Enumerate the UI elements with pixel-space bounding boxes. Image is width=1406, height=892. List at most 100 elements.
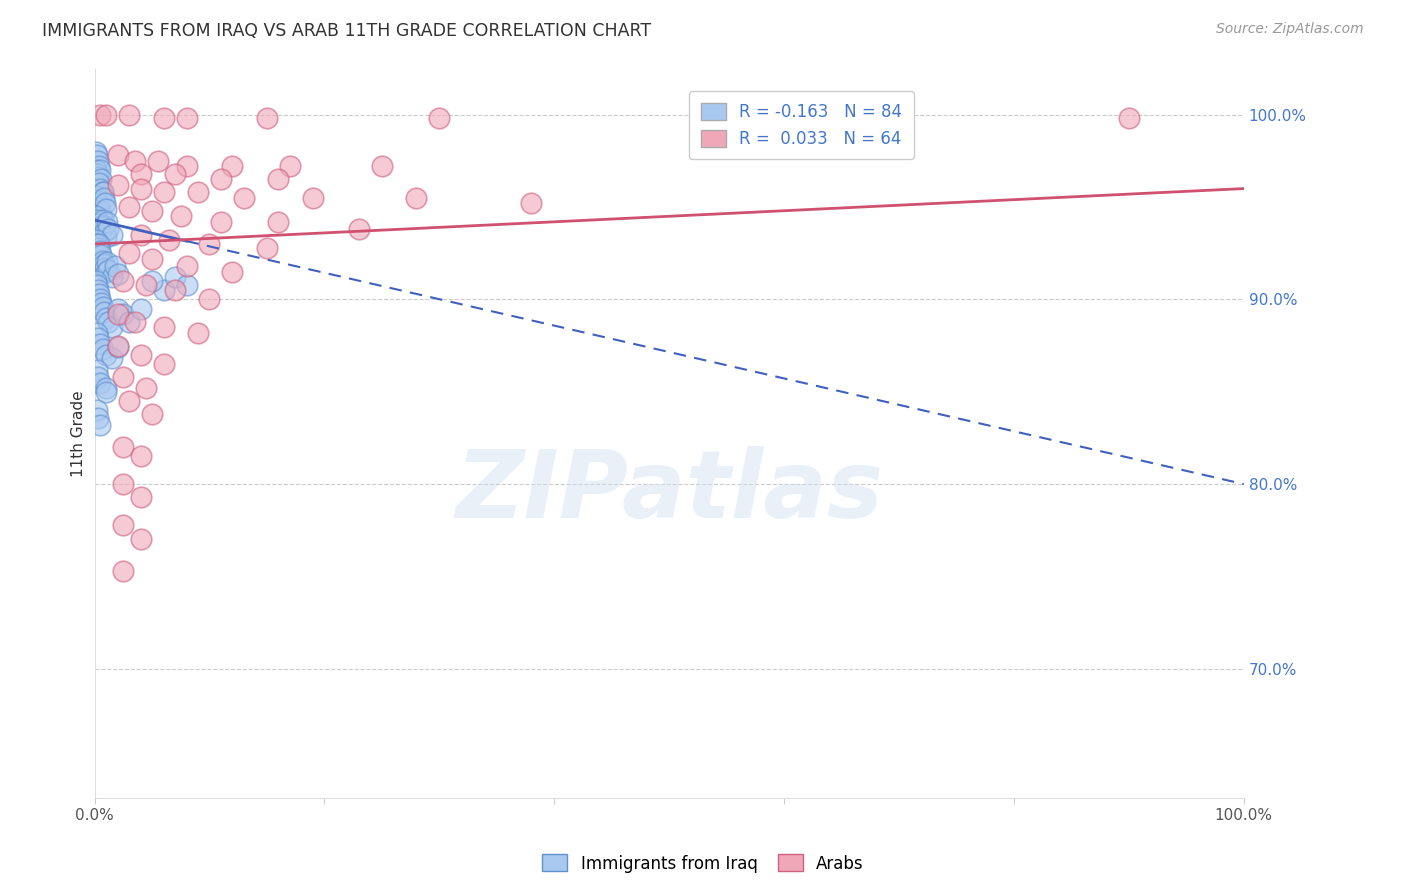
Point — [163, 167, 186, 181]
Point — [107, 148, 129, 162]
Point — [87, 196, 110, 211]
Point — [96, 255, 118, 269]
Point — [267, 215, 290, 229]
Point — [90, 207, 112, 221]
Point — [170, 209, 193, 223]
Point — [146, 153, 169, 168]
Point — [90, 296, 112, 310]
Point — [94, 348, 117, 362]
Legend: Immigrants from Iraq, Arabs: Immigrants from Iraq, Arabs — [536, 847, 870, 880]
Point — [89, 200, 111, 214]
Point — [86, 326, 108, 340]
Point — [152, 357, 174, 371]
Point — [209, 215, 232, 229]
Point — [129, 181, 152, 195]
Point — [118, 314, 141, 328]
Point — [256, 241, 278, 255]
Point — [112, 307, 135, 321]
Text: Source: ZipAtlas.com: Source: ZipAtlas.com — [1216, 22, 1364, 37]
Point — [520, 196, 543, 211]
Point — [94, 196, 117, 211]
Point — [176, 277, 198, 292]
Point — [129, 348, 152, 362]
Point — [94, 224, 117, 238]
Point — [118, 246, 141, 260]
Point — [112, 517, 135, 532]
Point — [129, 450, 152, 464]
Point — [97, 263, 120, 277]
Point — [97, 314, 120, 328]
Point — [163, 270, 186, 285]
Point — [86, 167, 108, 181]
Point — [84, 233, 107, 247]
Point — [89, 176, 111, 190]
Point — [773, 112, 796, 126]
Point — [86, 193, 108, 207]
Point — [371, 160, 394, 174]
Text: ZIPatlas: ZIPatlas — [456, 446, 883, 538]
Point — [86, 403, 108, 417]
Point — [152, 112, 174, 126]
Point — [267, 172, 290, 186]
Point — [107, 338, 129, 352]
Point — [124, 314, 146, 328]
Point — [94, 381, 117, 395]
Point — [129, 167, 152, 181]
Y-axis label: 11th Grade: 11th Grade — [72, 390, 86, 476]
Point — [405, 191, 427, 205]
Text: IMMIGRANTS FROM IRAQ VS ARAB 11TH GRADE CORRELATION CHART: IMMIGRANTS FROM IRAQ VS ARAB 11TH GRADE … — [42, 22, 651, 40]
Point — [94, 384, 117, 399]
Point — [94, 202, 117, 216]
Point — [112, 274, 135, 288]
Point — [89, 220, 111, 235]
Point — [93, 191, 115, 205]
Point — [141, 252, 163, 266]
Point — [129, 490, 152, 504]
Point — [94, 260, 117, 275]
Point — [91, 253, 114, 268]
Point — [163, 283, 186, 297]
Point — [187, 186, 209, 200]
Point — [129, 301, 152, 316]
Point — [87, 217, 110, 231]
Point — [152, 283, 174, 297]
Point — [107, 301, 129, 316]
Point — [129, 533, 152, 547]
Point — [91, 186, 114, 200]
Point — [141, 203, 163, 218]
Point — [104, 259, 127, 273]
Point — [87, 370, 110, 384]
Point — [89, 244, 111, 259]
Point — [89, 376, 111, 390]
Point — [278, 160, 301, 174]
Point — [86, 213, 108, 227]
Point — [96, 215, 118, 229]
Point — [427, 112, 450, 126]
Point — [89, 417, 111, 432]
Point — [101, 351, 124, 366]
Point — [84, 163, 107, 178]
Point — [84, 274, 107, 288]
Point — [94, 229, 117, 244]
Point — [221, 160, 243, 174]
Point — [101, 270, 124, 285]
Point — [176, 160, 198, 174]
Point — [93, 257, 115, 271]
Point — [84, 209, 107, 223]
Point — [89, 203, 111, 218]
Point — [118, 108, 141, 122]
Point — [152, 186, 174, 200]
Point — [87, 241, 110, 255]
Point — [89, 224, 111, 238]
Point — [86, 277, 108, 292]
Point — [89, 237, 111, 252]
Point — [129, 227, 152, 242]
Point — [1118, 112, 1140, 126]
Point — [135, 277, 157, 292]
Point — [86, 237, 108, 252]
Point — [93, 219, 115, 233]
Point — [221, 265, 243, 279]
Point — [89, 108, 111, 122]
Point — [89, 181, 111, 195]
Point — [89, 160, 111, 174]
